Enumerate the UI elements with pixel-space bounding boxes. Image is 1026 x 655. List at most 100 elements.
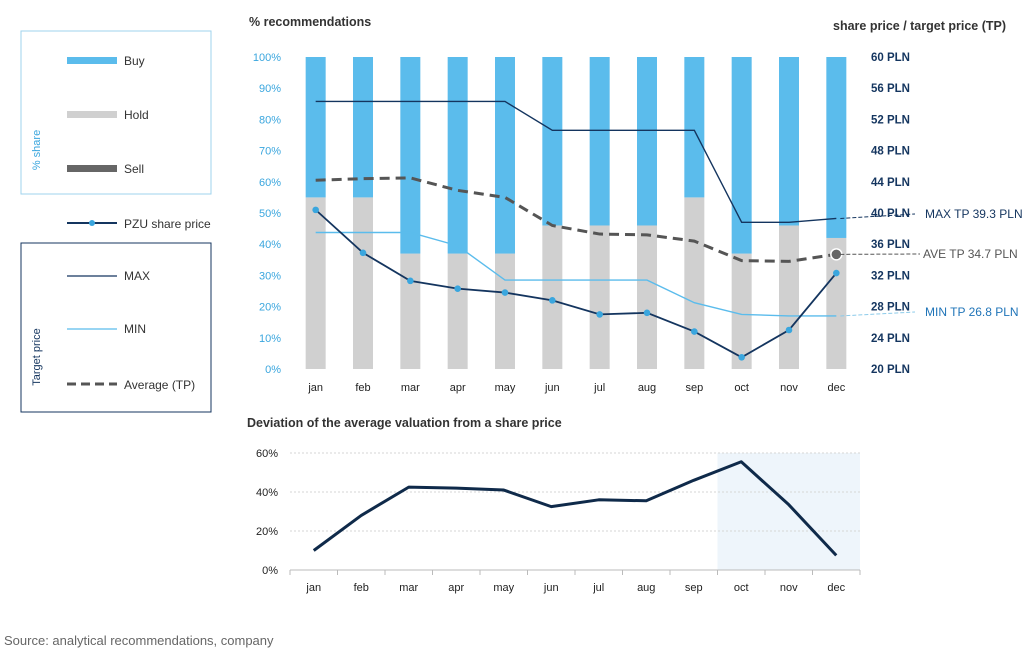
bottom-chart-title: Deviation of the average valuation from … xyxy=(247,416,562,430)
max-target-line xyxy=(315,100,837,224)
bottom-y-tick-label: 60% xyxy=(256,448,278,460)
annotation-leader xyxy=(840,213,916,219)
right-y-tick-label: 44 PLN xyxy=(871,177,910,189)
left-y-tick-label: 50% xyxy=(259,208,281,220)
deviation-line xyxy=(312,460,838,557)
bar-buy xyxy=(731,57,752,254)
share-price-point xyxy=(454,285,461,292)
right-y-tick-label: 48 PLN xyxy=(871,146,910,158)
legend-pzu-marker xyxy=(89,220,95,226)
bottom-x-tick-label: aug xyxy=(637,582,655,594)
bottom-x-tick-label: dec xyxy=(827,582,845,594)
bar-buy xyxy=(684,57,705,198)
bar-hold xyxy=(826,237,847,369)
left-y-tick-label: 0% xyxy=(265,364,281,376)
annotation-label: MAX TP 39.3 PLN xyxy=(925,207,1023,221)
source-note: Source: analytical recommendations, comp… xyxy=(4,633,274,648)
share-price-point xyxy=(738,354,745,361)
right-axis-title: share price / target price (TP) xyxy=(833,19,1006,33)
legend-hold-swatch xyxy=(67,111,117,118)
x-tick-label: may xyxy=(495,382,516,394)
bar-buy xyxy=(779,57,799,226)
top-chart: 0% 10% 20% 30% 40% 50% 60% 70% 80% 90% 100% 20 PLN 2… xyxy=(253,52,1023,394)
x-tick-label: sep xyxy=(685,382,703,394)
bar-buy xyxy=(495,57,515,254)
right-y-tick-label: 28 PLN xyxy=(871,302,910,314)
bar-hold xyxy=(684,197,705,369)
x-tick-label: dec xyxy=(827,382,845,394)
bottom-x-tick-label: mar xyxy=(399,582,418,594)
annotation-leader xyxy=(840,311,916,317)
share-price-point xyxy=(785,326,793,334)
bar-buy xyxy=(589,57,610,226)
bar-hold xyxy=(400,253,421,369)
x-tick-label: jul xyxy=(593,382,605,394)
x-tick-label: oct xyxy=(734,382,749,394)
left-y-tick-label: 60% xyxy=(259,177,281,189)
min-target-line xyxy=(315,231,837,317)
left-y-tick-label: 20% xyxy=(259,302,281,314)
bottom-x-tick-label: nov xyxy=(780,582,798,594)
right-y-tick-label: 20 PLN xyxy=(871,364,910,376)
right-y-tick-label: 52 PLN xyxy=(871,114,910,126)
bar-hold xyxy=(305,197,326,369)
legend-pzu-label: PZU share price xyxy=(124,217,211,231)
bottom-x-tick-label: apr xyxy=(448,582,464,594)
bar-buy xyxy=(353,57,373,198)
legend-sell-label: Sell xyxy=(124,162,144,176)
share-price-point xyxy=(549,297,556,304)
legend-min-label: MIN xyxy=(124,322,146,336)
highlight-band xyxy=(717,453,860,570)
right-y-tick-label: 32 PLN xyxy=(871,270,910,282)
bar-buy xyxy=(447,57,468,254)
right-y-tick-label: 36 PLN xyxy=(871,239,910,251)
bar-hold xyxy=(637,225,657,369)
legend-target-box xyxy=(20,242,212,413)
legend-max-label: MAX xyxy=(124,269,150,283)
bar-buy xyxy=(826,57,847,238)
left-y-tick-label: 30% xyxy=(259,270,281,282)
x-tick-label: jan xyxy=(307,382,323,394)
bar-hold xyxy=(353,197,373,369)
legend-target-axis-label: Target price xyxy=(31,328,43,385)
bottom-x-tick-label: may xyxy=(493,582,514,594)
right-y-tick-label: 56 PLN xyxy=(871,83,910,95)
share-price-point xyxy=(691,328,698,335)
bar-hold xyxy=(731,253,752,369)
share-price-point xyxy=(359,249,367,257)
legend-share-axis-label: % share xyxy=(31,130,43,170)
legend-recommendations-box xyxy=(20,30,212,195)
x-tick-label: mar xyxy=(401,382,420,394)
bar-hold xyxy=(447,253,468,369)
bar-buy xyxy=(400,57,421,254)
share-price-point xyxy=(407,277,414,285)
bar-hold xyxy=(495,253,515,369)
x-tick-label: nov xyxy=(780,382,798,394)
share-price-point xyxy=(833,269,840,277)
bar-hold xyxy=(779,225,799,369)
bottom-x-tick-label: sep xyxy=(685,582,703,594)
right-y-tick-label: 40 PLN xyxy=(871,208,910,220)
bottom-x-tick-label: jun xyxy=(543,582,559,594)
left-y-tick-label: 10% xyxy=(259,333,281,345)
legend-hold-label: Hold xyxy=(124,108,149,122)
bar-buy xyxy=(542,57,563,226)
bottom-y-tick-label: 40% xyxy=(256,487,278,499)
share-price-line xyxy=(315,209,838,359)
bar-hold xyxy=(589,225,610,369)
average-end-marker xyxy=(830,248,843,261)
right-y-tick-label: 60 PLN xyxy=(871,52,910,64)
bottom-x-tick-label: feb xyxy=(354,582,369,594)
legend-avg-label: Average (TP) xyxy=(124,378,195,392)
annotation-label: MIN TP 26.8 PLN xyxy=(925,305,1019,319)
bottom-y-tick-label: 20% xyxy=(256,526,278,538)
x-tick-label: aug xyxy=(638,382,656,394)
annotation-label: AVE TP 34.7 PLN xyxy=(923,247,1018,261)
bottom-chart: 0% 20% 40% 60% jan feb mar apr may jun jul aug sep oc… xyxy=(256,448,861,594)
bottom-x-tick-label: oct xyxy=(734,582,749,594)
legend-sell-swatch xyxy=(67,165,117,172)
left-y-tick-label: 90% xyxy=(259,83,281,95)
left-y-tick-label: 100% xyxy=(253,52,281,64)
right-y-tick-label: 24 PLN xyxy=(871,333,910,345)
